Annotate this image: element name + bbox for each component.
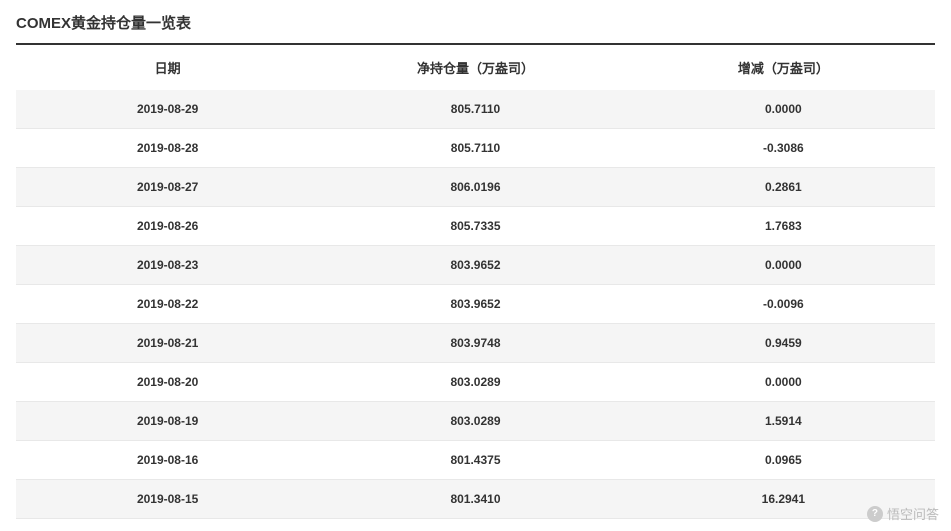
cell-change: 0.2861	[632, 168, 935, 207]
cell-date: 2019-08-16	[16, 441, 319, 480]
cell-position: 803.9748	[319, 324, 631, 363]
column-header-change: 增减（万盎司）	[632, 45, 935, 90]
cell-date: 2019-08-19	[16, 402, 319, 441]
table-row: 2019-08-28 805.7110 -0.3086	[16, 129, 935, 168]
cell-position: 803.0289	[319, 363, 631, 402]
table-row: 2019-08-19 803.0289 1.5914	[16, 402, 935, 441]
cell-change: 0.0000	[632, 90, 935, 129]
cell-date: 2019-08-15	[16, 480, 319, 519]
table-header-row: 日期 净持仓量（万盎司） 增减（万盎司）	[16, 45, 935, 90]
table-row: 2019-08-22 803.9652 -0.0096	[16, 285, 935, 324]
table-row: 2019-08-29 805.7110 0.0000	[16, 90, 935, 129]
table-title: COMEX黄金持仓量一览表	[16, 12, 935, 33]
cell-position: 803.0289	[319, 402, 631, 441]
cell-change: 1.5914	[632, 402, 935, 441]
cell-position: 801.3410	[319, 480, 631, 519]
cell-date: 2019-08-20	[16, 363, 319, 402]
cell-date: 2019-08-22	[16, 285, 319, 324]
cell-change: 0.0000	[632, 246, 935, 285]
holdings-table: 日期 净持仓量（万盎司） 增减（万盎司） 2019-08-29 805.7110…	[16, 45, 935, 519]
table-row: 2019-08-16 801.4375 0.0965	[16, 441, 935, 480]
table-container: COMEX黄金持仓量一览表 日期 净持仓量（万盎司） 增减（万盎司） 2019-…	[0, 0, 951, 531]
column-header-position: 净持仓量（万盎司）	[319, 45, 631, 90]
table-row: 2019-08-20 803.0289 0.0000	[16, 363, 935, 402]
cell-change: 0.0000	[632, 363, 935, 402]
table-wrapper: 日期 净持仓量（万盎司） 增减（万盎司） 2019-08-29 805.7110…	[16, 43, 935, 519]
table-row: 2019-08-26 805.7335 1.7683	[16, 207, 935, 246]
watermark-icon: ?	[867, 506, 883, 522]
cell-position: 801.4375	[319, 441, 631, 480]
cell-date: 2019-08-26	[16, 207, 319, 246]
watermark: ? 悟空问答	[867, 504, 939, 523]
cell-date: 2019-08-28	[16, 129, 319, 168]
cell-change: -0.0096	[632, 285, 935, 324]
cell-change: 1.7683	[632, 207, 935, 246]
watermark-text: 悟空问答	[887, 504, 939, 523]
cell-date: 2019-08-21	[16, 324, 319, 363]
cell-date: 2019-08-27	[16, 168, 319, 207]
cell-position: 805.7110	[319, 129, 631, 168]
table-row: 2019-08-27 806.0196 0.2861	[16, 168, 935, 207]
cell-position: 806.0196	[319, 168, 631, 207]
table-body: 2019-08-29 805.7110 0.0000 2019-08-28 80…	[16, 90, 935, 519]
cell-change: 0.0965	[632, 441, 935, 480]
cell-position: 803.9652	[319, 246, 631, 285]
table-row: 2019-08-15 801.3410 16.2941	[16, 480, 935, 519]
cell-date: 2019-08-29	[16, 90, 319, 129]
table-row: 2019-08-21 803.9748 0.9459	[16, 324, 935, 363]
table-row: 2019-08-23 803.9652 0.0000	[16, 246, 935, 285]
cell-position: 805.7110	[319, 90, 631, 129]
cell-date: 2019-08-23	[16, 246, 319, 285]
cell-change: 0.9459	[632, 324, 935, 363]
cell-change: -0.3086	[632, 129, 935, 168]
column-header-date: 日期	[16, 45, 319, 90]
cell-position: 803.9652	[319, 285, 631, 324]
cell-position: 805.7335	[319, 207, 631, 246]
